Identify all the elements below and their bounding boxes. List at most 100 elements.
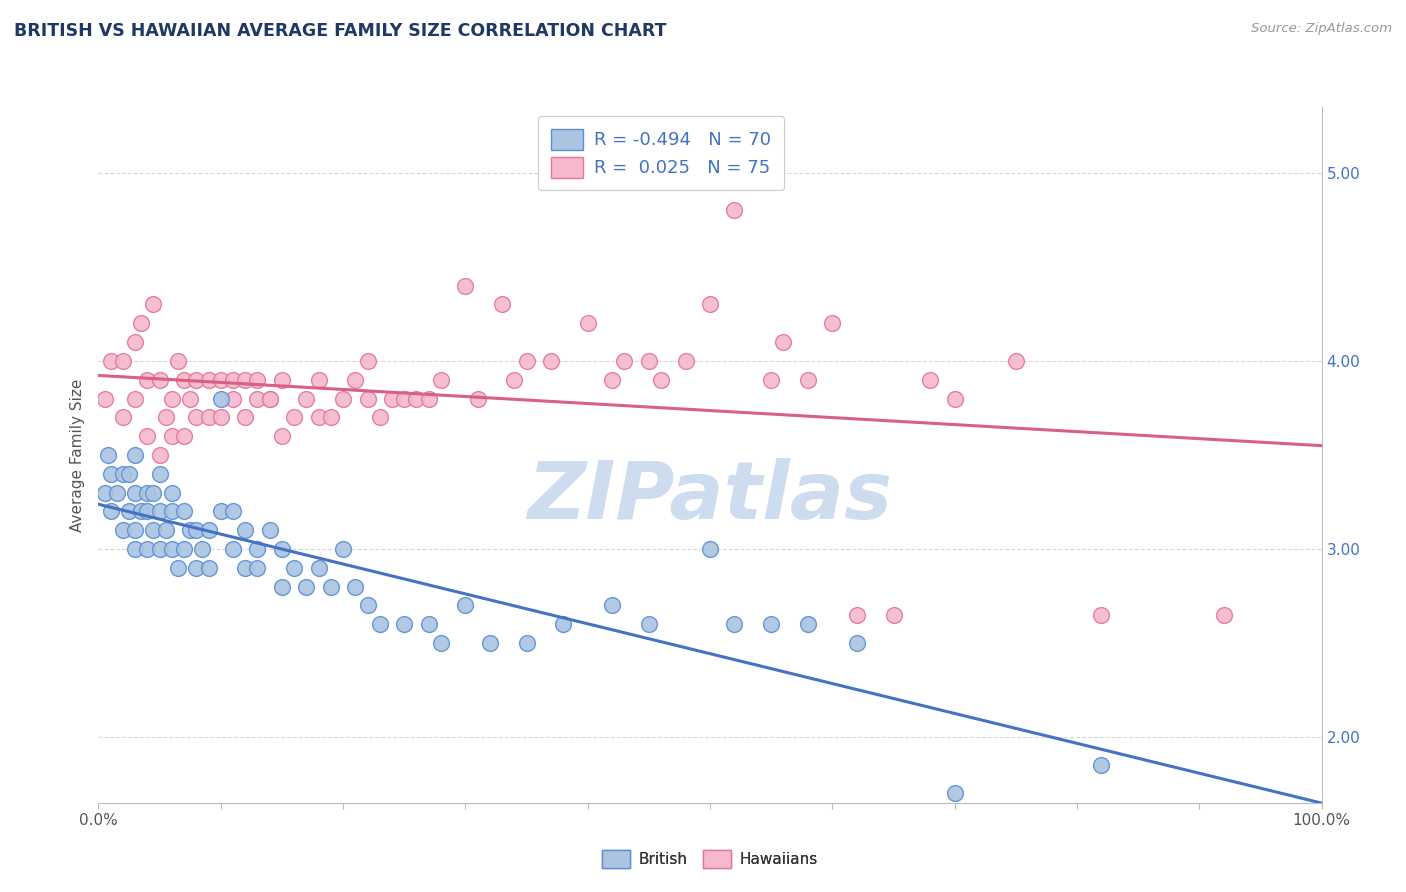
Point: [797, 373, 820, 387]
Point: [344, 373, 367, 387]
Point: [638, 617, 661, 632]
Point: [270, 580, 294, 594]
Point: [503, 373, 526, 387]
Point: [186, 523, 208, 537]
Point: [1212, 607, 1234, 622]
Text: ZIPatlas: ZIPatlas: [527, 458, 893, 536]
Point: [136, 373, 159, 387]
Point: [699, 297, 721, 311]
Point: [149, 504, 172, 518]
Point: [93, 485, 115, 500]
Point: [761, 373, 783, 387]
Point: [124, 392, 146, 406]
Point: [179, 392, 201, 406]
Point: [233, 523, 256, 537]
Point: [283, 410, 305, 425]
Point: [136, 504, 159, 518]
Point: [454, 599, 477, 613]
Point: [368, 617, 391, 632]
Point: [111, 467, 134, 481]
Point: [105, 485, 128, 500]
Point: [167, 354, 190, 368]
Point: [259, 392, 281, 406]
Legend: British, Hawaiians: British, Hawaiians: [595, 842, 825, 875]
Point: [723, 203, 745, 218]
Y-axis label: Average Family Size: Average Family Size: [69, 378, 84, 532]
Point: [356, 599, 378, 613]
Point: [246, 560, 269, 574]
Point: [233, 410, 256, 425]
Point: [356, 392, 378, 406]
Point: [553, 617, 575, 632]
Point: [160, 429, 183, 443]
Point: [149, 373, 172, 387]
Point: [638, 354, 661, 368]
Point: [405, 392, 427, 406]
Point: [283, 560, 305, 574]
Point: [111, 523, 134, 537]
Point: [246, 373, 269, 387]
Point: [129, 504, 152, 518]
Point: [1090, 758, 1112, 772]
Point: [142, 523, 165, 537]
Point: [173, 373, 195, 387]
Point: [136, 429, 159, 443]
Point: [93, 392, 115, 406]
Point: [160, 485, 183, 500]
Point: [883, 607, 905, 622]
Point: [467, 392, 489, 406]
Point: [197, 560, 219, 574]
Point: [368, 410, 391, 425]
Point: [160, 504, 183, 518]
Point: [797, 617, 820, 632]
Point: [186, 560, 208, 574]
Point: [675, 354, 697, 368]
Point: [319, 580, 342, 594]
Point: [478, 636, 501, 650]
Point: [491, 297, 513, 311]
Point: [186, 373, 208, 387]
Point: [118, 467, 141, 481]
Point: [454, 278, 477, 293]
Point: [392, 617, 416, 632]
Point: [100, 354, 122, 368]
Point: [136, 485, 159, 500]
Point: [149, 448, 172, 462]
Point: [943, 392, 966, 406]
Point: [246, 392, 269, 406]
Point: [222, 541, 245, 556]
Point: [142, 297, 165, 311]
Point: [124, 485, 146, 500]
Point: [118, 504, 141, 518]
Point: [222, 392, 245, 406]
Point: [173, 541, 195, 556]
Point: [100, 504, 122, 518]
Point: [197, 523, 219, 537]
Point: [97, 448, 120, 462]
Point: [540, 354, 562, 368]
Point: [332, 541, 354, 556]
Point: [100, 467, 122, 481]
Point: [308, 560, 330, 574]
Point: [142, 485, 165, 500]
Point: [167, 560, 190, 574]
Point: [111, 410, 134, 425]
Point: [772, 335, 794, 350]
Point: [173, 504, 195, 518]
Point: [136, 541, 159, 556]
Point: [761, 617, 783, 632]
Point: [418, 392, 440, 406]
Point: [186, 410, 208, 425]
Point: [270, 541, 294, 556]
Point: [943, 786, 966, 800]
Point: [270, 429, 294, 443]
Point: [332, 392, 354, 406]
Point: [319, 410, 342, 425]
Point: [430, 636, 453, 650]
Point: [209, 373, 232, 387]
Point: [723, 617, 745, 632]
Point: [1004, 354, 1026, 368]
Point: [233, 373, 256, 387]
Point: [845, 636, 868, 650]
Point: [418, 617, 440, 632]
